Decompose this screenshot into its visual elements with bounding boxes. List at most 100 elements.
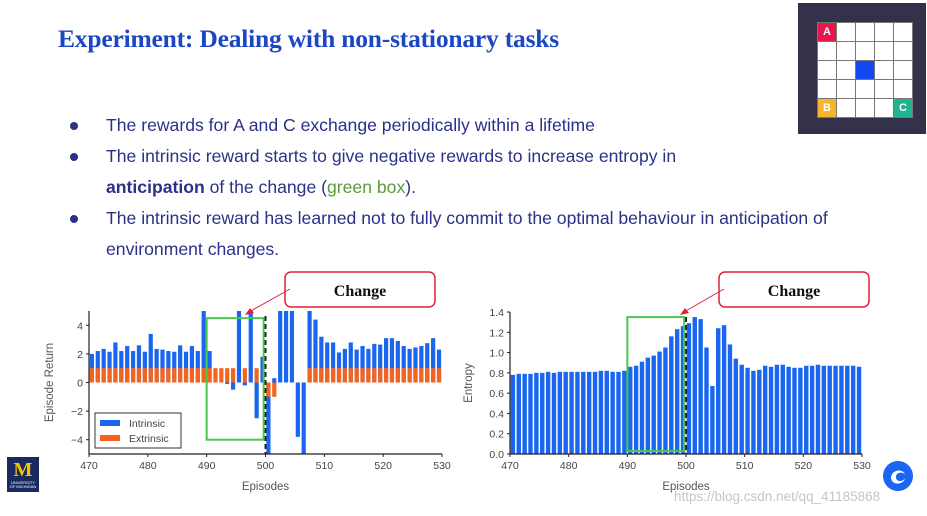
y-tick-label: −2 [71,406,83,418]
bar-intrinsic [389,338,395,383]
bar-intrinsic [307,311,312,383]
x-axis-label: Episodes [662,481,710,493]
x-tick-label: 510 [736,460,754,472]
arrow-head-icon [245,308,254,315]
bar-extrinsic [89,368,94,383]
bullet-text: The rewards for A and C exchange periodi… [106,115,595,135]
bar-extrinsic [407,368,412,383]
bar-extrinsic [166,368,171,383]
bar-intrinsic [319,336,324,383]
x-tick-label: 480 [139,460,157,472]
university-logo: M UNIVERSITY OF MICHIGAN [7,457,39,492]
bar-intrinsic [136,345,142,383]
goal-cell-b: B [818,99,836,117]
bar-extrinsic [272,382,277,397]
y-tick-label: 0.4 [489,408,504,420]
gridworld-panel: A B C [798,3,926,134]
bar-entropy [716,328,721,454]
bar-entropy [686,323,692,454]
bar-extrinsic [178,368,183,383]
bar-entropy [545,371,551,454]
highlight-box [626,316,686,452]
bar-extrinsic [336,368,342,383]
bar-intrinsic [272,378,277,383]
x-tick-label: 530 [853,460,871,472]
grid-cell [856,80,874,98]
bar-intrinsic [248,311,253,383]
bar-extrinsic [266,382,271,397]
grid-cell [894,23,912,41]
bar-entropy [809,365,815,454]
bar-extrinsic [348,368,353,383]
bar-extrinsic [366,368,371,383]
change-callout-box [284,271,436,308]
bullet-text: The intrinsic reward has learned not to … [106,208,828,259]
bar-intrinsic [189,346,195,383]
bar-extrinsic [313,368,318,383]
goal-cell-c: C [894,99,912,117]
bar-extrinsic [325,368,330,383]
bar-intrinsic [225,382,230,384]
bar-intrinsic [331,342,336,383]
bar-entropy [804,365,809,454]
callout-arrow-line [248,288,291,313]
bar-entropy [692,317,697,454]
bar-intrinsic [260,356,265,383]
bar-intrinsic [183,351,189,383]
x-tick-label: 520 [795,460,813,472]
bar-entropy [751,370,756,454]
bar-intrinsic [289,311,295,383]
x-tick-label: 510 [316,460,334,472]
bar-extrinsic [419,368,424,383]
bar-intrinsic [130,351,136,383]
bar-intrinsic [231,382,236,390]
grid-cell [818,42,836,60]
bar-intrinsic [401,346,406,383]
bar-entropy [698,319,703,454]
bar-intrinsic [283,311,289,383]
grid-cell [894,42,912,60]
bar-extrinsic [101,368,106,383]
y-tick-label: 0.2 [489,429,504,441]
legend-swatch-intrinsic [100,420,120,426]
bar-entropy [663,347,668,454]
bar-intrinsic [125,346,130,383]
bar-entropy [786,366,791,454]
x-tick-label: 470 [501,460,519,472]
bar-entropy [586,371,592,454]
grid-cell [837,61,855,79]
callout-arrow-line [683,288,725,313]
bar-entropy [551,372,557,454]
bar-entropy [534,372,539,454]
bar-entropy [540,372,545,454]
bar-intrinsic [166,351,171,383]
bar-entropy [628,366,633,454]
bar-intrinsic [107,351,112,383]
bar-extrinsic [136,368,142,383]
bar-intrinsic [266,382,271,454]
bar-intrinsic [413,347,418,383]
bar-entropy [645,357,651,454]
bar-entropy [833,365,838,454]
bar-extrinsic [219,368,224,383]
x-tick-label: 490 [198,460,216,472]
logo-text: UNIVERSITY OF MICHIGAN [9,480,37,489]
bar-extrinsic [213,368,218,383]
grid-cell [837,80,855,98]
bar-extrinsic [172,368,177,383]
highlight-box [205,317,265,441]
grid-cell [818,80,836,98]
bar-entropy [575,371,580,454]
x-tick-label: 480 [560,460,578,472]
bar-intrinsic [236,311,242,383]
legend-label: Extrinsic [129,433,169,445]
bar-extrinsic [425,368,430,383]
bar-entropy [780,364,785,454]
bar-entropy [739,364,744,454]
bar-entropy [710,386,715,454]
bar-intrinsic [348,342,353,383]
bar-entropy [727,344,733,454]
bar-entropy [604,370,609,454]
bar-extrinsic [389,368,395,383]
bar-entropy [827,365,832,454]
